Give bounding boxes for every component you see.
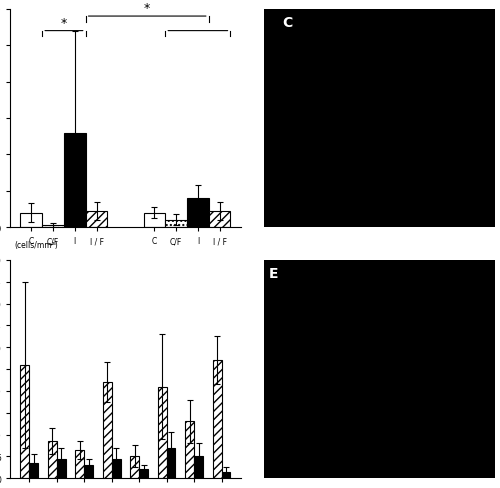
Bar [103, 383, 112, 478]
X-axis label: times after reperfusion: times after reperfusion [74, 265, 178, 274]
Bar [84, 465, 93, 478]
Text: *: * [144, 2, 150, 15]
Bar [144, 213, 166, 228]
Text: E: E [268, 267, 278, 281]
Bar [30, 463, 38, 478]
Bar [42, 226, 64, 228]
Bar [20, 213, 42, 228]
Bar [158, 386, 166, 478]
Bar [139, 469, 148, 478]
Bar [86, 211, 108, 228]
Bar [76, 450, 84, 478]
Bar [186, 422, 194, 478]
Bar [112, 459, 120, 478]
Bar [213, 361, 222, 478]
Bar [166, 221, 187, 228]
Bar [187, 199, 208, 228]
Bar [57, 459, 66, 478]
Bar [222, 472, 230, 478]
Text: *: * [61, 17, 67, 30]
Bar [20, 365, 30, 478]
Text: C: C [282, 16, 293, 30]
Bar [194, 456, 203, 478]
Bar [48, 441, 57, 478]
Text: (cells/mm²): (cells/mm²) [14, 241, 59, 249]
Bar [208, 211, 231, 228]
Bar [64, 133, 86, 228]
Bar [130, 456, 139, 478]
Bar [166, 447, 175, 478]
